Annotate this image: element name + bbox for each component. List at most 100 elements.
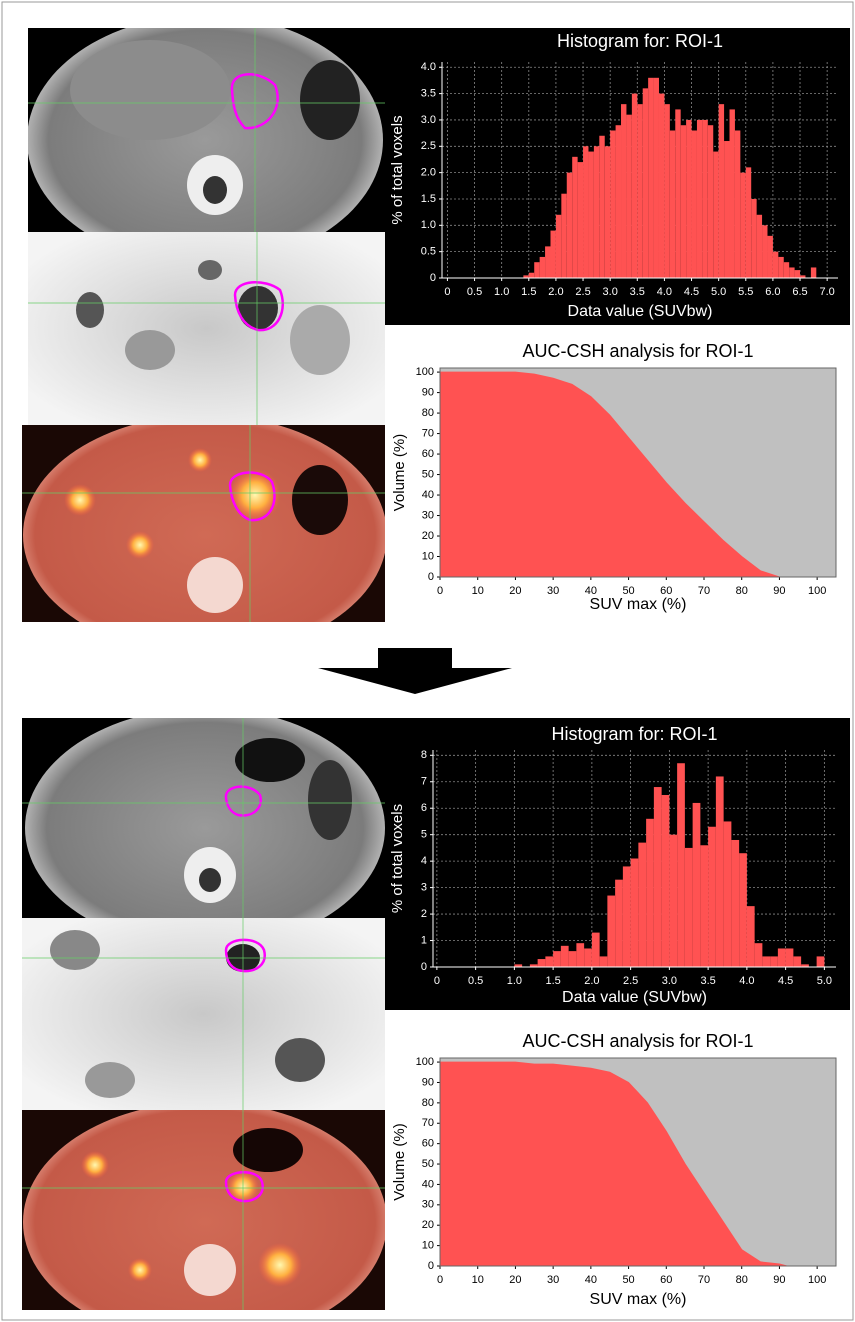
y-tick-label: 60 xyxy=(422,1138,434,1150)
x-tick-label: 80 xyxy=(736,1274,748,1286)
x-tick-label: 90 xyxy=(773,1274,785,1286)
x-tick-label: 4.5 xyxy=(778,975,793,987)
bar xyxy=(662,795,670,967)
y-tick-label: 8 xyxy=(421,749,427,761)
x-tick-label: 100 xyxy=(808,1274,826,1286)
y-tick-label: 7 xyxy=(421,776,427,788)
bar xyxy=(616,125,621,278)
y-tick-label: 0 xyxy=(428,571,434,583)
x-tick-label: 5.0 xyxy=(817,975,832,987)
figure: Histogram for: ROI-1 Data value (SUVbw) % … xyxy=(0,0,855,1322)
bar xyxy=(784,262,789,278)
bar xyxy=(724,141,729,278)
bar xyxy=(795,270,800,278)
x-tick-label: 10 xyxy=(472,585,484,597)
bar xyxy=(755,943,763,967)
x-tick-label: 4.0 xyxy=(739,975,754,987)
bar xyxy=(632,94,637,278)
y-tick-label: 10 xyxy=(422,1240,434,1252)
bar xyxy=(778,257,783,278)
bar xyxy=(757,215,762,278)
y-tick-label: 100 xyxy=(416,366,434,378)
x-tick-label: 20 xyxy=(509,585,521,597)
bar xyxy=(716,776,724,967)
y-tick-label: 5 xyxy=(421,829,427,841)
page: {"chart_data": [ {"type": "histogram", "… xyxy=(0,0,855,1322)
bar xyxy=(567,173,572,278)
bar xyxy=(594,146,599,278)
bar xyxy=(778,948,786,967)
bar xyxy=(659,94,664,278)
y-tick-label: 20 xyxy=(422,1219,434,1231)
bar xyxy=(670,130,675,278)
x-tick-label: 30 xyxy=(547,1274,559,1286)
bar xyxy=(713,152,718,278)
bar xyxy=(638,843,646,967)
y-tick-label: 1 xyxy=(421,934,427,946)
x-tick-label: 40 xyxy=(585,1274,597,1286)
x-tick-label: 50 xyxy=(622,1274,634,1286)
bar xyxy=(746,167,751,278)
bar xyxy=(540,257,545,278)
y-axis-label: % of total voxels xyxy=(389,115,406,224)
y-tick-label: 0 xyxy=(430,272,436,284)
bar xyxy=(669,835,677,967)
y-tick-label: 3.5 xyxy=(421,88,436,100)
x-axis-label: Data value (SUVbw) xyxy=(568,303,713,320)
y-tick-label: 10 xyxy=(422,550,434,562)
x-tick-label: 20 xyxy=(509,1274,521,1286)
bar xyxy=(578,162,583,278)
y-tick-label: 30 xyxy=(422,1199,434,1211)
bar xyxy=(700,845,708,967)
bar xyxy=(561,946,569,967)
chart-title: Histogram for: ROI-1 xyxy=(557,31,723,51)
bar xyxy=(693,803,701,967)
x-tick-label: 3.5 xyxy=(700,975,715,987)
x-tick-label: 60 xyxy=(660,1274,672,1286)
x-tick-label: 3.5 xyxy=(630,286,645,298)
y-tick-label: 0 xyxy=(428,1260,434,1272)
bar xyxy=(648,78,653,278)
bar xyxy=(534,262,539,278)
y-tick-label: 2 xyxy=(421,908,427,920)
bar xyxy=(556,215,561,278)
bar xyxy=(793,956,801,967)
y-tick-label: 3.0 xyxy=(421,114,436,126)
x-tick-label: 2.5 xyxy=(623,975,638,987)
y-tick-label: 70 xyxy=(422,1117,434,1129)
y-tick-label: 2.5 xyxy=(421,140,436,152)
bar xyxy=(675,109,680,278)
x-tick-label: 70 xyxy=(698,585,710,597)
x-tick-label: 5.0 xyxy=(711,286,726,298)
bar xyxy=(731,840,739,967)
chart-title: AUC-CSH analysis for ROI-1 xyxy=(522,1031,753,1051)
y-tick-label: 80 xyxy=(422,1097,434,1109)
fused-image xyxy=(22,1102,387,1322)
y-axis-label: Volume (%) xyxy=(391,1123,408,1201)
bar xyxy=(631,859,639,968)
y-axis-label: Volume (%) xyxy=(391,434,408,512)
y-tick-label: 30 xyxy=(422,509,434,521)
y-tick-label: 70 xyxy=(422,427,434,439)
ct-image xyxy=(22,708,385,948)
bar xyxy=(607,896,615,967)
x-tick-label: 2.5 xyxy=(575,286,590,298)
bar xyxy=(677,763,685,967)
y-tick-label: 90 xyxy=(422,386,434,398)
y-tick-label: 50 xyxy=(422,1158,434,1170)
bar xyxy=(584,948,592,967)
bar xyxy=(610,130,615,278)
bar xyxy=(786,948,794,967)
bar xyxy=(654,78,659,278)
bar xyxy=(583,146,588,278)
bar xyxy=(538,959,546,967)
bar xyxy=(615,880,623,967)
bar xyxy=(529,273,534,278)
bar xyxy=(686,120,691,278)
y-tick-label: 6 xyxy=(421,802,427,814)
x-tick-label: 1.5 xyxy=(545,975,560,987)
y-tick-label: 80 xyxy=(422,407,434,419)
y-tick-label: 4.0 xyxy=(421,61,436,73)
x-tick-label: 4.5 xyxy=(684,286,699,298)
bar xyxy=(789,267,794,278)
